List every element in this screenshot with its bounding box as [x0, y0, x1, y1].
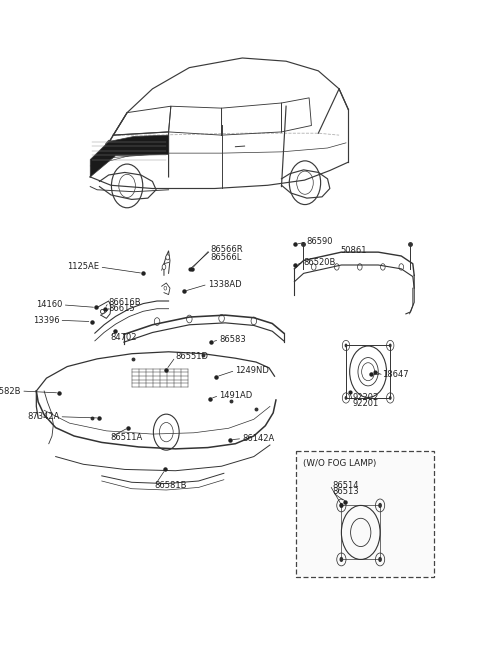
- Text: 87342A: 87342A: [27, 412, 60, 421]
- Circle shape: [166, 255, 169, 260]
- Text: 1491AD: 1491AD: [219, 391, 252, 400]
- Text: 14160: 14160: [36, 300, 62, 310]
- Text: 92201: 92201: [353, 400, 379, 408]
- Text: 86590: 86590: [307, 237, 333, 247]
- Circle shape: [389, 396, 392, 400]
- Text: 86520B: 86520B: [303, 258, 336, 267]
- Text: 1338AD: 1338AD: [208, 280, 241, 289]
- Circle shape: [339, 503, 343, 508]
- Circle shape: [378, 557, 382, 562]
- Text: 86566L: 86566L: [210, 253, 241, 262]
- Text: 13396: 13396: [33, 316, 60, 325]
- Text: 84702: 84702: [110, 333, 136, 342]
- Text: 1125AE: 1125AE: [68, 262, 99, 272]
- Circle shape: [389, 344, 392, 348]
- Circle shape: [345, 396, 348, 400]
- Circle shape: [339, 557, 343, 562]
- Text: 86514: 86514: [332, 481, 359, 490]
- Text: 86616B: 86616B: [108, 298, 141, 307]
- Text: 86581B: 86581B: [155, 481, 187, 490]
- Text: 92202: 92202: [353, 393, 379, 402]
- Text: 50861: 50861: [340, 247, 367, 255]
- FancyBboxPatch shape: [296, 451, 433, 577]
- Circle shape: [345, 344, 348, 348]
- Circle shape: [162, 264, 166, 270]
- Text: 86511A: 86511A: [110, 433, 142, 441]
- Text: 86583: 86583: [219, 335, 246, 344]
- Text: 86551D: 86551D: [176, 352, 208, 361]
- Text: 86142A: 86142A: [242, 434, 275, 443]
- Text: 18647: 18647: [382, 370, 408, 379]
- Text: 86513: 86513: [332, 487, 359, 497]
- Circle shape: [164, 286, 167, 290]
- Text: 1249ND: 1249ND: [235, 366, 269, 375]
- Polygon shape: [90, 135, 168, 177]
- Text: 86566R: 86566R: [210, 245, 243, 254]
- Text: 86582B: 86582B: [0, 386, 21, 396]
- Circle shape: [378, 503, 382, 508]
- Text: (W/O FOG LAMP): (W/O FOG LAMP): [303, 459, 376, 468]
- Text: 86615: 86615: [108, 304, 135, 313]
